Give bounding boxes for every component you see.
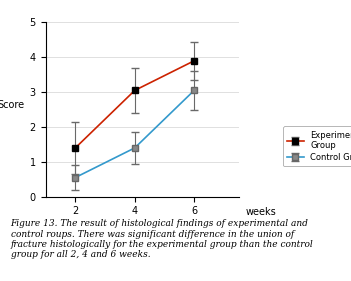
Legend: Experimental
Group, Control Group: Experimental Group, Control Group xyxy=(283,126,351,166)
Y-axis label: Score: Score xyxy=(0,99,25,110)
Text: Figure 13. The result of histological findings of experimental and
control roups: Figure 13. The result of histological fi… xyxy=(11,219,313,259)
Text: weeks: weeks xyxy=(246,207,277,217)
